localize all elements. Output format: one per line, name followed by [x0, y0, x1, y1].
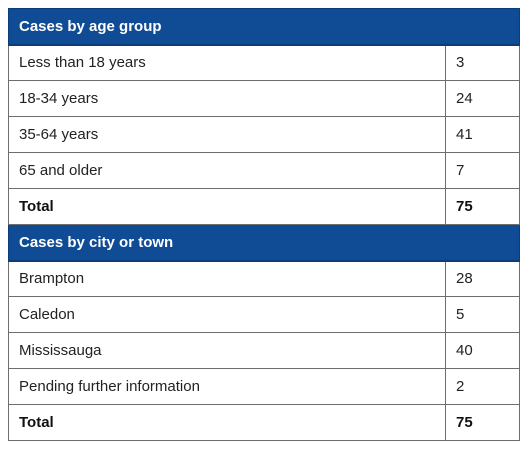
- row-value: 41: [444, 116, 521, 153]
- row-value: 2: [444, 368, 521, 405]
- total-row-age-group: Total 75: [8, 188, 521, 225]
- total-row-city-or-town: Total 75: [8, 404, 521, 441]
- section-title: Cases by city or town: [7, 224, 521, 262]
- cases-table: Cases by age group Less than 18 years 3 …: [7, 8, 521, 441]
- table-row: 65 and older 7: [8, 152, 521, 189]
- total-value: 75: [444, 404, 521, 441]
- row-label: 18-34 years: [8, 80, 446, 117]
- row-value: 24: [444, 80, 521, 117]
- section-title: Cases by age group: [7, 8, 521, 46]
- section-header-age-group: Cases by age group: [7, 8, 521, 46]
- cases-table-container: Cases by age group Less than 18 years 3 …: [7, 8, 521, 441]
- table-row: 35-64 years 41: [8, 116, 521, 153]
- row-label: Mississauga: [8, 332, 446, 369]
- row-label: 65 and older: [8, 152, 446, 189]
- row-label: 35-64 years: [8, 116, 446, 153]
- section-header-city-or-town: Cases by city or town: [7, 224, 521, 262]
- table-row: Mississauga 40: [8, 332, 521, 369]
- row-value: 3: [444, 44, 521, 81]
- row-value: 40: [444, 332, 521, 369]
- table-row: Caledon 5: [8, 296, 521, 333]
- row-value: 28: [444, 260, 521, 297]
- total-label: Total: [8, 404, 446, 441]
- total-value: 75: [444, 188, 521, 225]
- row-label: Pending further information: [8, 368, 446, 405]
- row-value: 5: [444, 296, 521, 333]
- row-label: Caledon: [8, 296, 446, 333]
- table-row: Less than 18 years 3: [8, 44, 521, 81]
- table-row: Pending further information 2: [8, 368, 521, 405]
- row-label: Brampton: [8, 260, 446, 297]
- table-row: 18-34 years 24: [8, 80, 521, 117]
- row-label: Less than 18 years: [8, 44, 446, 81]
- total-label: Total: [8, 188, 446, 225]
- row-value: 7: [444, 152, 521, 189]
- table-row: Brampton 28: [8, 260, 521, 297]
